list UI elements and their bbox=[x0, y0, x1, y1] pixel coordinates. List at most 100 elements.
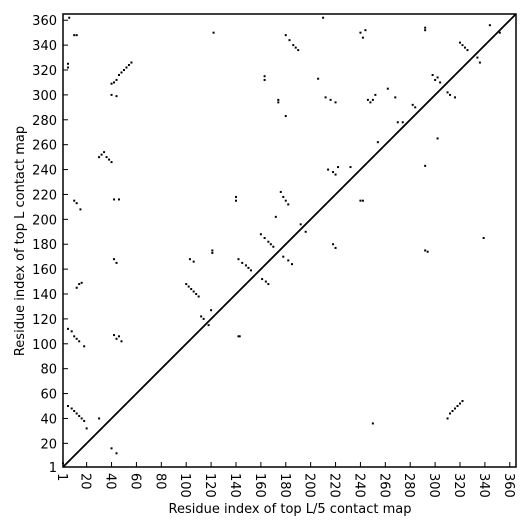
contact-point bbox=[304, 230, 307, 233]
contact-point bbox=[394, 96, 397, 99]
contact-point bbox=[371, 98, 374, 101]
contact-point bbox=[267, 240, 270, 243]
contact-point bbox=[115, 337, 118, 340]
contact-point bbox=[263, 75, 266, 78]
contact-point bbox=[364, 29, 367, 32]
contact-point bbox=[237, 335, 240, 338]
contact-point bbox=[237, 258, 240, 261]
x-tick-label: 60 bbox=[127, 473, 142, 490]
contact-point bbox=[73, 199, 76, 202]
contact-point bbox=[192, 260, 195, 263]
contact-point bbox=[261, 278, 264, 281]
contact-point bbox=[396, 121, 399, 124]
x-tick-label: 120 bbox=[202, 473, 217, 498]
x-tick-label: 160 bbox=[252, 473, 267, 498]
contact-point bbox=[115, 78, 118, 81]
contact-point bbox=[125, 66, 128, 69]
x-tick-label: 220 bbox=[327, 473, 342, 498]
y-tick-label: 360 bbox=[32, 14, 57, 29]
contact-point bbox=[366, 98, 369, 101]
contact-point bbox=[431, 73, 434, 76]
contact-point bbox=[80, 417, 83, 420]
y-tick-label: 120 bbox=[32, 313, 57, 328]
contact-point bbox=[85, 427, 88, 430]
x-tick-label: 100 bbox=[177, 473, 192, 498]
contact-point bbox=[120, 71, 123, 74]
contact-point bbox=[115, 452, 118, 455]
contact-point bbox=[234, 195, 237, 198]
x-tick-label: 240 bbox=[351, 473, 366, 498]
contact-point bbox=[322, 16, 325, 19]
contact-point bbox=[66, 66, 69, 69]
contact-point bbox=[424, 164, 427, 167]
contact-point bbox=[73, 409, 76, 412]
y-tick-label: 40 bbox=[40, 412, 57, 427]
contact-point bbox=[498, 31, 501, 34]
contact-point bbox=[122, 69, 125, 72]
y-tick-label: 240 bbox=[32, 164, 57, 179]
y-tick-label: 140 bbox=[32, 288, 57, 303]
contact-point bbox=[120, 340, 123, 343]
contact-point bbox=[207, 324, 210, 327]
contact-point bbox=[195, 293, 198, 296]
contact-point bbox=[264, 280, 267, 283]
contact-point bbox=[190, 288, 193, 291]
x-tick-label: 280 bbox=[401, 473, 416, 498]
contact-point bbox=[75, 34, 78, 37]
contact-point bbox=[68, 16, 71, 19]
y-tick-label: 60 bbox=[40, 388, 57, 403]
contact-point bbox=[234, 199, 237, 202]
contact-point bbox=[70, 330, 73, 333]
y-tick-label: 200 bbox=[32, 213, 57, 228]
contact-point bbox=[463, 46, 466, 49]
contact-point bbox=[461, 400, 464, 403]
contact-point bbox=[332, 243, 335, 246]
contact-point bbox=[449, 412, 452, 415]
contact-point bbox=[287, 259, 290, 262]
contact-point bbox=[66, 62, 69, 65]
x-axis-label: Residue index of top L/5 contact map bbox=[169, 502, 412, 517]
contact-point bbox=[274, 215, 277, 218]
contact-point bbox=[113, 258, 116, 261]
diagonal-line bbox=[62, 13, 517, 468]
contact-point bbox=[458, 402, 461, 405]
contact-point bbox=[75, 202, 78, 205]
contact-point bbox=[267, 283, 270, 286]
y-tick-label: 1 bbox=[49, 461, 57, 476]
contact-point bbox=[334, 246, 337, 249]
contact-point bbox=[247, 266, 250, 269]
contact-point bbox=[454, 96, 457, 99]
contact-point bbox=[210, 309, 213, 312]
contact-point bbox=[263, 78, 266, 81]
contact-point bbox=[118, 198, 121, 201]
contact-point bbox=[110, 93, 113, 96]
contact-point bbox=[371, 422, 374, 425]
contact-point bbox=[277, 101, 280, 104]
contact-point bbox=[113, 334, 116, 337]
contact-point bbox=[434, 78, 437, 81]
contact-point bbox=[66, 327, 69, 330]
contact-point bbox=[78, 283, 81, 286]
x-tick-label: 40 bbox=[103, 473, 118, 490]
y-tick-label: 320 bbox=[32, 64, 57, 79]
y-tick-label: 160 bbox=[32, 263, 57, 278]
contact-point bbox=[66, 405, 69, 408]
contact-point bbox=[75, 412, 78, 415]
contact-point bbox=[482, 237, 485, 240]
contact-point bbox=[211, 249, 214, 252]
contact-point bbox=[75, 286, 78, 289]
contact-point bbox=[115, 95, 118, 98]
contact-point bbox=[436, 137, 439, 140]
x-tick-label: 1 bbox=[54, 473, 69, 481]
contact-point bbox=[476, 56, 479, 59]
contact-point bbox=[100, 153, 103, 156]
contact-point bbox=[75, 337, 78, 340]
x-tick-label: 320 bbox=[451, 473, 466, 498]
x-tick-label: 140 bbox=[227, 473, 242, 498]
plot-frame bbox=[62, 13, 517, 468]
contact-point bbox=[188, 258, 191, 261]
contact-point bbox=[105, 156, 108, 159]
x-tick-label: 340 bbox=[476, 473, 491, 498]
contact-point bbox=[284, 115, 287, 118]
contact-point bbox=[202, 317, 205, 320]
